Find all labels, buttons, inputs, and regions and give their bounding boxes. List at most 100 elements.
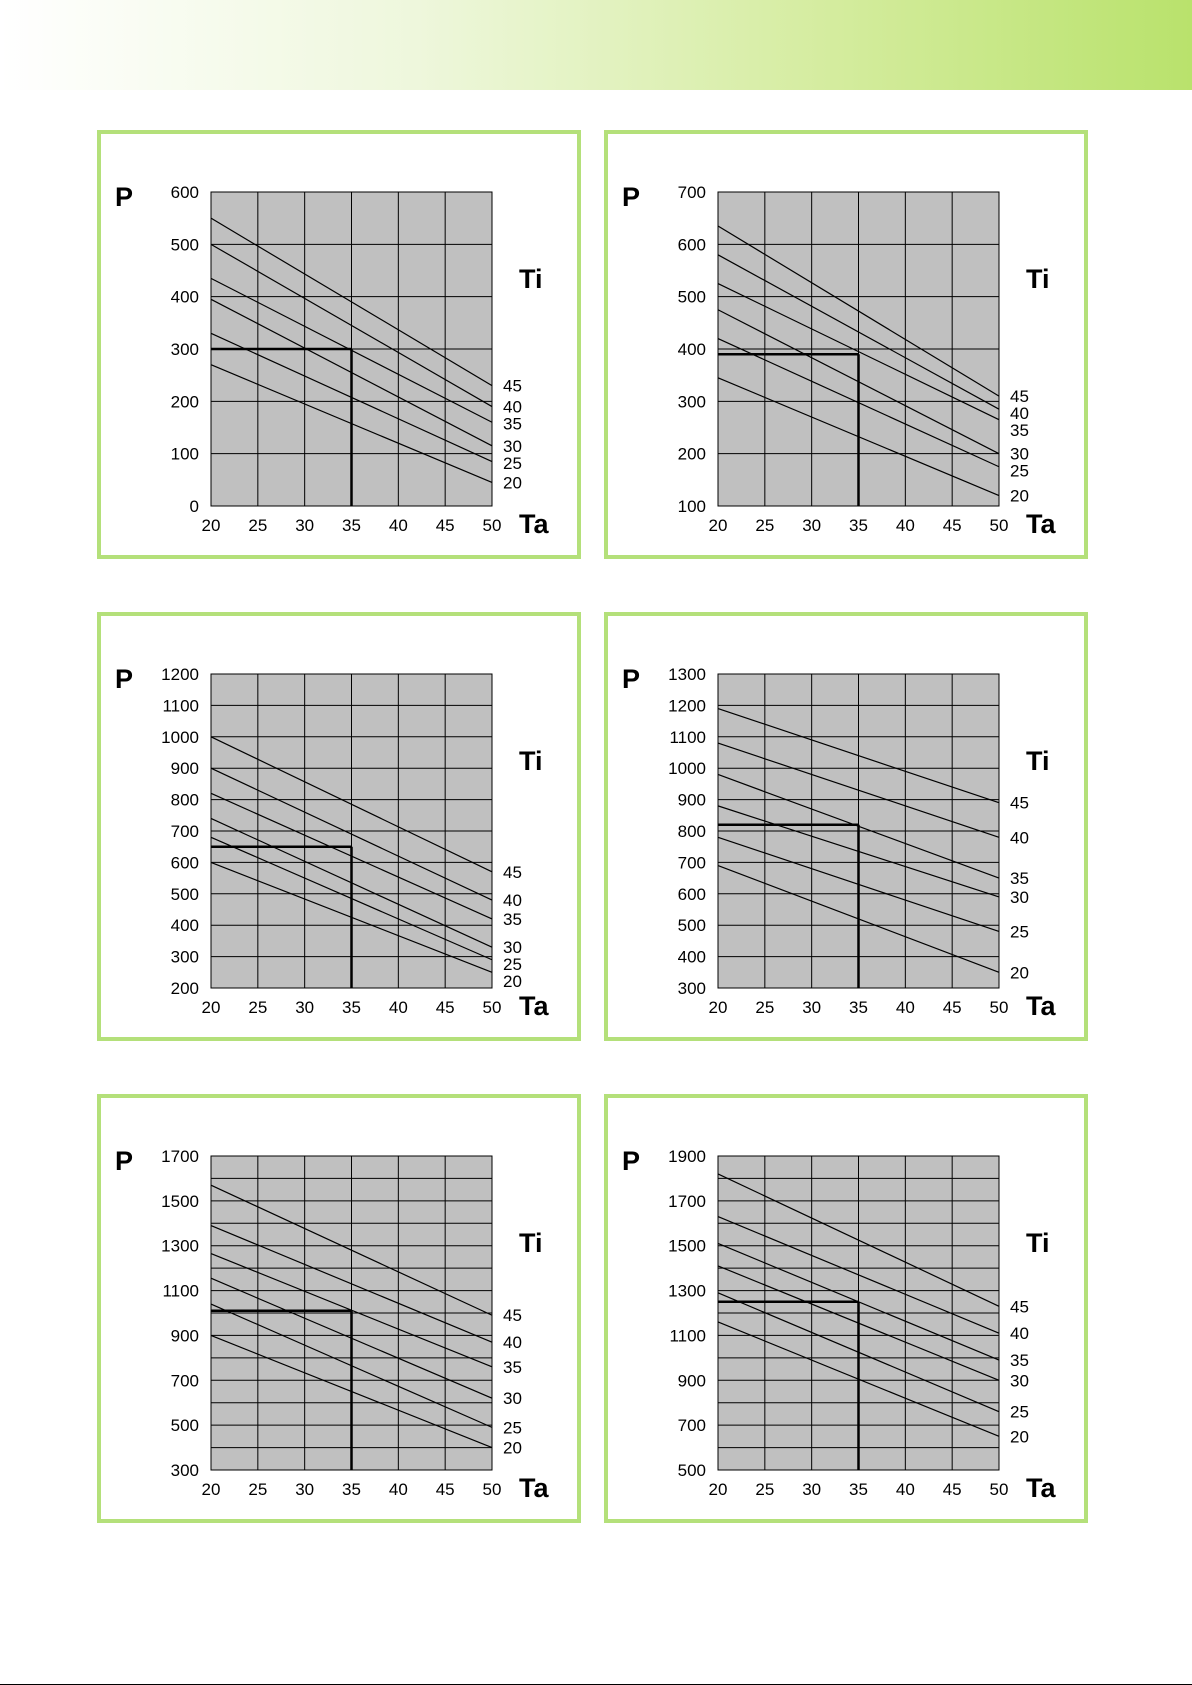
y-tick-label: 300 xyxy=(678,979,706,998)
series-label-45: 45 xyxy=(1010,794,1029,813)
y-tick-label: 1700 xyxy=(161,1147,199,1166)
x-axis-label: Ta xyxy=(1026,991,1056,1021)
x-tick-label: 30 xyxy=(802,998,821,1017)
series-label-35: 35 xyxy=(503,415,522,434)
y-tick-label: 900 xyxy=(171,759,199,778)
series-label-45: 45 xyxy=(1010,1297,1029,1316)
x-tick-label: 25 xyxy=(755,516,774,535)
series-line-30 xyxy=(210,298,493,447)
series-line-35 xyxy=(717,1242,1000,1361)
chart-panel-2: 45 40 35 30 25 20 20 25 30 35 40 45 50 100 200 300 400 50… xyxy=(604,130,1088,559)
series-line-40 xyxy=(210,767,493,901)
series-label-35: 35 xyxy=(1010,1351,1029,1370)
series-line-25 xyxy=(210,836,493,961)
series-line-40 xyxy=(210,243,493,408)
series-label-45: 45 xyxy=(503,863,522,882)
series-label-30: 30 xyxy=(1010,445,1029,464)
series-line-35 xyxy=(717,283,1000,421)
series-label-30: 30 xyxy=(503,437,522,456)
series-label-45: 45 xyxy=(1010,387,1029,406)
series-line-40 xyxy=(717,1216,1000,1334)
x-tick-label: 20 xyxy=(202,516,221,535)
series-line-20 xyxy=(210,1334,493,1449)
y-tick-label: 300 xyxy=(171,1461,199,1480)
x-tick-label: 35 xyxy=(342,1480,361,1499)
series-line-45 xyxy=(210,736,493,873)
x-tick-label: 50 xyxy=(990,998,1009,1017)
chart-panel-4: 45 40 35 30 25 20 20 25 30 35 40 45 50 300 400 500 600 70… xyxy=(604,612,1088,1041)
y-tick-label: 1300 xyxy=(668,1282,706,1301)
series-line-30 xyxy=(210,817,493,948)
y-tick-label: 600 xyxy=(171,853,199,872)
y-tick-label: 600 xyxy=(678,885,706,904)
x-tick-label: 25 xyxy=(755,1480,774,1499)
y-tick-label: 1900 xyxy=(668,1147,706,1166)
legend-title: Ti xyxy=(519,1228,543,1258)
series-label-35: 35 xyxy=(1010,869,1029,888)
x-tick-label: 50 xyxy=(483,1480,502,1499)
x-tick-label: 45 xyxy=(943,516,962,535)
series-label-20: 20 xyxy=(1010,1427,1029,1446)
x-tick-label: 45 xyxy=(943,998,962,1017)
series-line-20 xyxy=(210,364,493,484)
series-line-25 xyxy=(717,337,1000,468)
y-axis-label: P xyxy=(622,1146,640,1176)
y-tick-label: 1300 xyxy=(161,1237,199,1256)
legend-title: Ti xyxy=(519,746,543,776)
y-tick-label: 900 xyxy=(678,1371,706,1390)
series-line-40 xyxy=(210,1224,493,1343)
y-tick-label: 1500 xyxy=(668,1237,706,1256)
series-line-20 xyxy=(717,1321,1000,1437)
x-tick-label: 45 xyxy=(436,1480,455,1499)
x-tick-label: 30 xyxy=(295,998,314,1017)
series-line-20 xyxy=(717,377,1000,497)
series-line-45 xyxy=(210,1184,493,1316)
y-tick-label: 500 xyxy=(678,1461,706,1480)
series-line-35 xyxy=(717,773,1000,879)
x-tick-label: 30 xyxy=(802,1480,821,1499)
series-label-40: 40 xyxy=(503,398,522,417)
series-line-20 xyxy=(717,864,1000,973)
chart-panel-3: 45 40 35 30 25 20 20 25 30 35 40 45 50 200 300 400 500 60… xyxy=(97,612,581,1041)
x-tick-label: 40 xyxy=(389,1480,408,1499)
x-tick-label: 40 xyxy=(389,998,408,1017)
x-tick-label: 25 xyxy=(248,998,267,1017)
x-tick-label: 20 xyxy=(709,998,728,1017)
x-tick-label: 35 xyxy=(849,998,868,1017)
y-tick-label: 500 xyxy=(678,288,706,307)
x-tick-label: 20 xyxy=(202,998,221,1017)
x-axis-label: Ta xyxy=(1026,1473,1056,1503)
series-line-35 xyxy=(210,792,493,920)
series-label-40: 40 xyxy=(1010,404,1029,423)
y-tick-label: 1700 xyxy=(668,1192,706,1211)
y-tick-label: 1000 xyxy=(668,759,706,778)
series-label-20: 20 xyxy=(1010,963,1029,982)
x-tick-label: 25 xyxy=(248,516,267,535)
x-tick-label: 35 xyxy=(342,516,361,535)
legend-title: Ti xyxy=(1026,264,1050,294)
series-line-40 xyxy=(717,742,1000,838)
y-tick-label: 600 xyxy=(678,235,706,254)
series-label-45: 45 xyxy=(503,1306,522,1325)
header-gradient-band xyxy=(0,0,1192,90)
series-label-35: 35 xyxy=(503,910,522,929)
series-line-25 xyxy=(210,1303,493,1428)
y-tick-label: 1100 xyxy=(162,1282,199,1301)
y-tick-label: 200 xyxy=(171,392,199,411)
y-tick-label: 100 xyxy=(678,497,706,516)
series-label-35: 35 xyxy=(1010,421,1029,440)
series-line-20 xyxy=(210,861,493,973)
series-label-30: 30 xyxy=(1010,888,1029,907)
series-label-40: 40 xyxy=(1010,828,1029,847)
y-tick-label: 1000 xyxy=(161,728,199,747)
y-tick-label: 1200 xyxy=(668,696,706,715)
y-tick-label: 1200 xyxy=(161,665,199,684)
y-tick-label: 200 xyxy=(171,979,199,998)
series-line-45 xyxy=(210,217,493,387)
x-tick-label: 40 xyxy=(896,516,915,535)
y-tick-label: 1100 xyxy=(669,728,706,747)
y-tick-label: 0 xyxy=(190,497,199,516)
y-axis-label: P xyxy=(115,1146,133,1176)
